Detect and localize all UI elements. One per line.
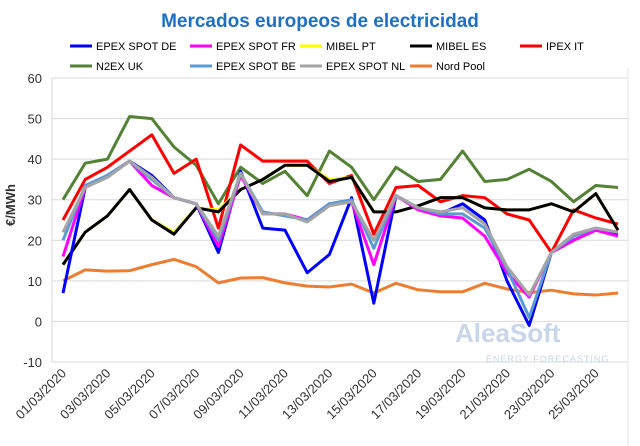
legend-label: EPEX SPOT NL [326, 61, 405, 73]
legend: EPEX SPOT DE EPEX SPOT FR MIBEL PT MIBEL ES… [70, 41, 584, 73]
y-tick-label: 30 [28, 193, 42, 208]
y-tick-label: 10 [28, 274, 42, 289]
y-tick-label: 40 [28, 152, 42, 167]
watermark-tagline: ENERGY FORECASTING [486, 354, 609, 364]
legend-label: MIBEL ES [436, 41, 486, 53]
series-line-epex-spot-be [61, 159, 619, 319]
legend-label: IPEX IT [546, 41, 584, 53]
legend-label: EPEX SPOT FR [216, 41, 296, 53]
y-tick-label: 50 [28, 112, 42, 127]
chart-title: Mercados europeos de electricidad [161, 11, 479, 32]
y-axis-label: €/MWh [3, 184, 18, 226]
legend-label: MIBEL PT [326, 41, 376, 53]
legend-label: EPEX SPOT DE [96, 41, 177, 53]
y-tick-label: 0 [35, 314, 42, 329]
series-lines [61, 115, 620, 327]
legend-label: N2EX UK [96, 61, 144, 73]
legend-label: EPEX SPOT BE [216, 61, 296, 73]
watermark-brand: AleaSoft [455, 318, 561, 348]
series-line-ipex-it [61, 133, 619, 254]
y-axis: -10 0 10 20 30 40 50 60 [23, 71, 42, 370]
series-line-epex-spot-nl [61, 159, 619, 297]
y-tick-label: 20 [28, 233, 42, 248]
series-line-n2ex-uk [61, 115, 619, 206]
series-line-mibel-es [61, 163, 620, 266]
series-line-nord-pool [62, 257, 619, 297]
y-tick-label: 60 [28, 71, 42, 86]
x-axis: 01/03/202003/03/202005/03/202007/03/2020… [12, 366, 601, 423]
gridlines [51, 68, 629, 446]
legend-label: Nord Pool [436, 61, 485, 73]
y-tick-label: -10 [23, 355, 42, 370]
watermark: AleaSoft ENERGY FORECASTING [455, 318, 609, 364]
